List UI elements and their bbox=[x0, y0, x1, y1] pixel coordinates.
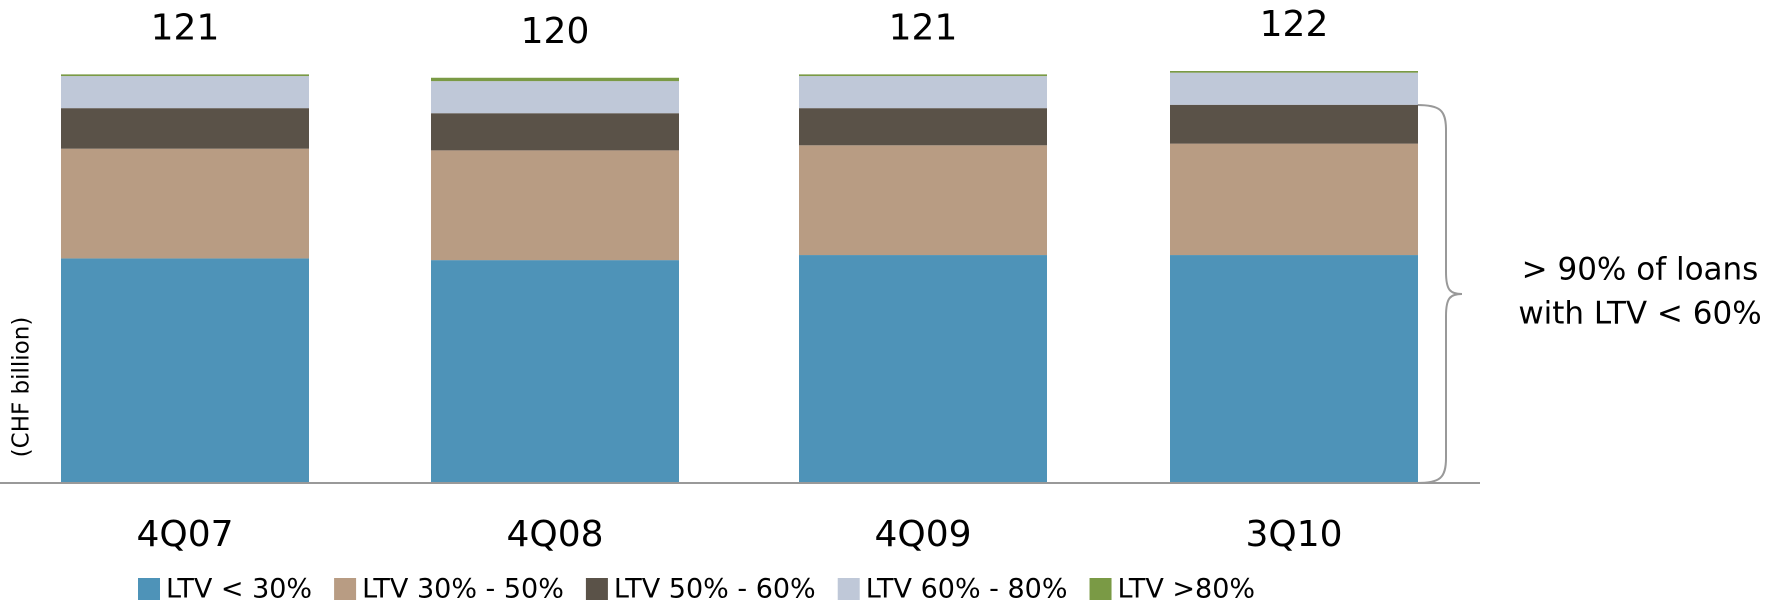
legend-swatch bbox=[334, 578, 357, 600]
legend-label: LTV < 30% bbox=[166, 574, 312, 604]
y-axis-label: (CHF billion) bbox=[9, 317, 35, 458]
legend-swatch bbox=[837, 578, 860, 600]
bar-segment bbox=[799, 145, 1047, 256]
bar-segment bbox=[61, 74, 309, 77]
bar-segment bbox=[1170, 104, 1418, 144]
legend-label: LTV >80% bbox=[1118, 574, 1256, 604]
bar-segment bbox=[1170, 255, 1418, 483]
legend-label: LTV 50% - 60% bbox=[614, 574, 816, 604]
x-tick-label: 3Q10 bbox=[1245, 514, 1342, 555]
bar-segment bbox=[61, 258, 309, 483]
total-label: 121 bbox=[151, 7, 220, 48]
legend-swatch bbox=[1089, 578, 1112, 600]
bar-segment bbox=[61, 148, 309, 259]
legend-label: LTV 60% - 80% bbox=[866, 574, 1068, 604]
bar-segment bbox=[431, 77, 679, 82]
legend-swatch bbox=[138, 578, 160, 600]
total-label: 121 bbox=[889, 7, 958, 48]
legend-swatch bbox=[585, 578, 608, 600]
bar-segment bbox=[431, 81, 679, 114]
bar-segment bbox=[1170, 72, 1418, 105]
total-label: 120 bbox=[521, 11, 590, 52]
bar-segment bbox=[1170, 143, 1418, 256]
bar-segment bbox=[799, 74, 1047, 77]
bar-segment bbox=[799, 255, 1047, 483]
bar-segment bbox=[799, 76, 1047, 109]
bar-segment bbox=[61, 108, 309, 149]
annotation: > 90% of loans bbox=[1522, 252, 1759, 288]
x-tick-label: 4Q07 bbox=[136, 514, 233, 555]
bar-segment bbox=[431, 260, 679, 483]
annotation: with LTV < 60% bbox=[1518, 296, 1761, 332]
x-tick-label: 4Q09 bbox=[874, 514, 971, 555]
bar-segment bbox=[61, 76, 309, 109]
legend-label: LTV 30% - 50% bbox=[362, 574, 564, 604]
brace bbox=[1416, 104, 1463, 484]
bar-segment bbox=[799, 108, 1047, 146]
bar-segment bbox=[431, 150, 679, 261]
bar-segment bbox=[431, 113, 679, 151]
total-label: 122 bbox=[1260, 4, 1329, 45]
bar-segment bbox=[1170, 71, 1418, 73]
x-tick-label: 4Q08 bbox=[506, 514, 603, 555]
